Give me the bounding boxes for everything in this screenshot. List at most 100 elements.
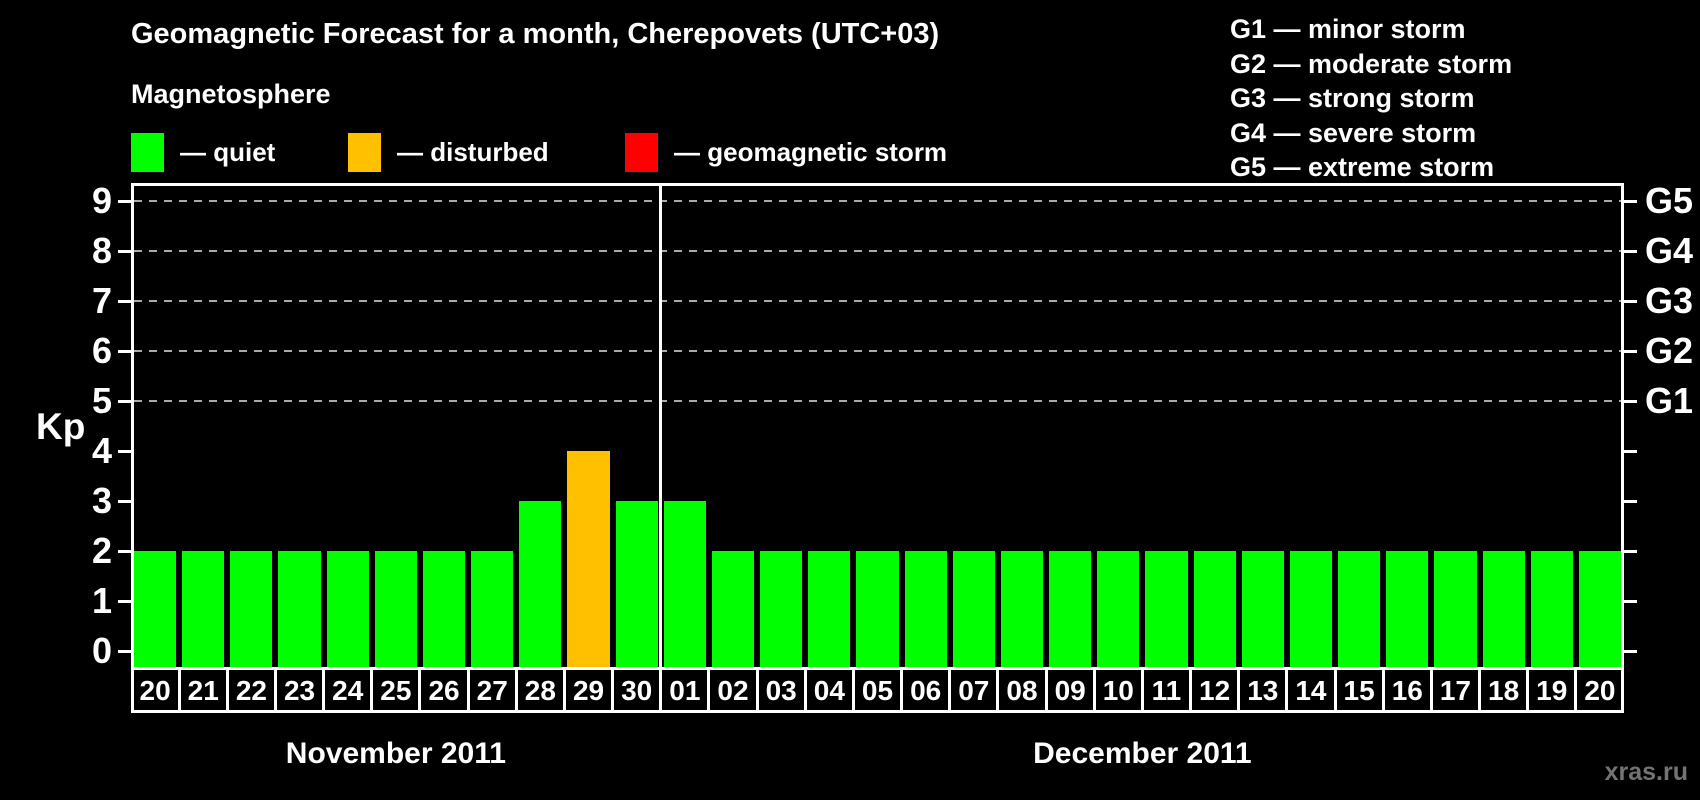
- chart-title: Geomagnetic Forecast for a month, Cherep…: [131, 18, 940, 50]
- kp-bar: [567, 451, 610, 667]
- day-label: 26: [428, 675, 460, 706]
- storm-scale-legend: G1 — minor storm G2 — moderate storm G3 …: [1230, 12, 1512, 185]
- storm-color-swatch: [625, 132, 658, 172]
- y-axis-tick-label: 6: [91, 330, 112, 371]
- kp-bar: [134, 551, 177, 667]
- kp-bar: [1145, 551, 1188, 667]
- storm-scale-line-g3: G3 — strong storm: [1230, 83, 1475, 113]
- right-axis-tick: [1624, 449, 1637, 453]
- day-label: 16: [1391, 675, 1423, 706]
- y-axis-tick: [118, 599, 131, 603]
- kp-bar: [182, 551, 225, 667]
- right-axis-tick: [1624, 599, 1637, 603]
- storm-scale-line-g1: G1 — minor storm: [1230, 14, 1466, 44]
- kp-bar: [1578, 551, 1621, 667]
- day-label: 29: [572, 675, 605, 706]
- day-label: 17: [1439, 675, 1471, 706]
- day-cell-divider: [1574, 667, 1578, 713]
- kp-bar: [1000, 551, 1044, 667]
- day-label: 02: [717, 675, 749, 706]
- month-label: December 2011: [1033, 737, 1252, 770]
- day-cell-divider: [1526, 667, 1530, 713]
- day-cell-divider: [177, 667, 181, 713]
- right-axis-tick: [1624, 199, 1637, 203]
- month-separator-line: [659, 183, 663, 667]
- day-cell-divider: [1044, 667, 1048, 713]
- kp-bar: [615, 501, 658, 667]
- kp-bar: [952, 551, 995, 667]
- xras-watermark: xras.ru: [1604, 758, 1688, 786]
- day-label: 06: [910, 675, 942, 706]
- y-axis-tick: [118, 349, 131, 353]
- day-label: 03: [765, 675, 797, 706]
- y-axis-tick: [118, 199, 131, 203]
- day-cell-divider: [900, 667, 904, 713]
- day-label: 24: [332, 675, 364, 706]
- day-label: 23: [283, 675, 316, 706]
- day-cell-divider: [659, 667, 663, 713]
- day-label: 27: [476, 675, 508, 706]
- storm-scale-line-g2: G2 — moderate storm: [1230, 48, 1513, 79]
- day-label: 18: [1488, 675, 1520, 706]
- day-cell-divider: [1237, 667, 1241, 713]
- right-axis-tick: [1624, 399, 1637, 403]
- day-label: 20: [139, 675, 171, 706]
- day-label: 22: [235, 675, 267, 706]
- kp-bar: [1193, 551, 1236, 667]
- kp-bar: [230, 551, 273, 667]
- y-axis-tick: [118, 449, 131, 453]
- day-cell-divider: [948, 667, 952, 713]
- day-cell-divider: [1333, 667, 1337, 713]
- day-cell-divider: [562, 667, 566, 713]
- day-cell-divider: [1189, 667, 1193, 713]
- y-axis-tick: [118, 299, 131, 303]
- kp-bar: [1434, 551, 1477, 667]
- right-axis-tick: [1624, 549, 1637, 553]
- month-label: November 2011: [285, 737, 506, 770]
- magnetosphere-label: Magnetosphere: [131, 79, 331, 109]
- y-axis-label: Kp: [36, 406, 86, 447]
- kp-bar: [663, 501, 706, 667]
- day-label: 08: [1006, 675, 1038, 706]
- right-axis-tick: [1624, 649, 1637, 653]
- day-cell-divider: [1140, 667, 1144, 713]
- gridline: [134, 400, 1621, 402]
- gridline: [134, 200, 1621, 202]
- right-axis-g-label: G1: [1645, 380, 1694, 421]
- right-axis-g-label: G2: [1645, 330, 1694, 371]
- day-label: 05: [861, 675, 894, 706]
- day-cell-divider: [466, 667, 470, 713]
- y-axis-tick: [118, 499, 131, 503]
- right-axis-tick: [1624, 349, 1637, 353]
- storm-scale-line-g5: G5 — extreme storm: [1230, 152, 1495, 182]
- legend-item-storm: — geomagnetic storm: [625, 131, 947, 173]
- day-cell-divider: [418, 667, 422, 713]
- kp-bar: [422, 551, 466, 667]
- legend-item-disturbed: — disturbed: [348, 131, 549, 173]
- kp-bar: [1530, 551, 1573, 667]
- day-cell-divider: [273, 667, 277, 713]
- kp-bar: [278, 551, 321, 667]
- right-axis-g-label: G4: [1645, 230, 1694, 271]
- right-axis-tick: [1624, 499, 1637, 503]
- day-label: 19: [1536, 675, 1568, 706]
- right-axis-tick: [1624, 299, 1637, 303]
- legend-label-disturbed: — disturbed: [397, 136, 549, 167]
- y-axis-tick: [118, 249, 131, 253]
- day-cell-divider: [1092, 667, 1096, 713]
- gridline: [134, 250, 1621, 252]
- legend-label-storm: — geomagnetic storm: [674, 136, 948, 167]
- day-cell-divider: [1285, 667, 1289, 713]
- y-axis-tick-label: 8: [91, 230, 112, 271]
- day-cell-divider: [803, 667, 807, 713]
- kp-bar: [519, 501, 562, 667]
- day-cell-divider: [611, 667, 615, 713]
- day-label: 25: [380, 675, 412, 706]
- day-cell-divider: [370, 667, 374, 713]
- day-cell-divider: [1478, 667, 1482, 713]
- day-cell-divider: [514, 667, 518, 713]
- kp-bar: [1049, 551, 1092, 667]
- day-label: 11: [1151, 675, 1182, 706]
- day-cell-divider: [755, 667, 759, 713]
